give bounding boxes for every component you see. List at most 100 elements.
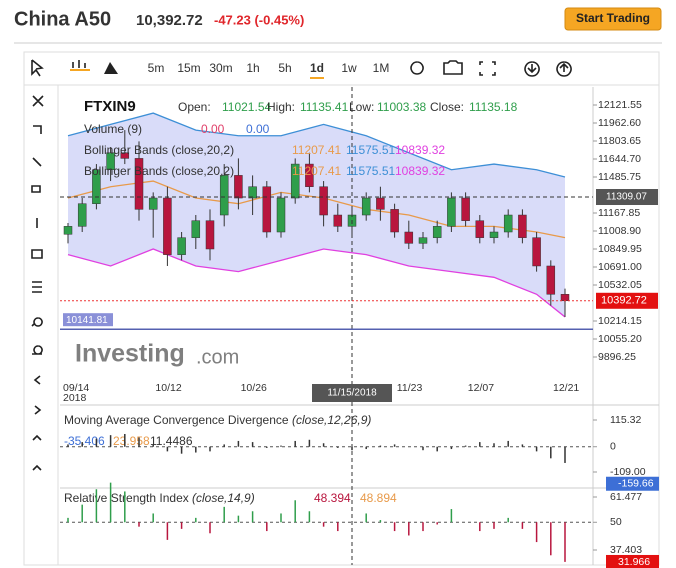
price-tick: 11644.70 — [598, 153, 641, 165]
interval[interactable]: 30m — [209, 61, 232, 75]
rsi-params: (close,14,9) — [192, 491, 255, 505]
candle-body — [447, 197, 456, 227]
rsi-tick: 50 — [610, 516, 622, 528]
candle-body — [319, 186, 328, 216]
date-tick: 10/26 — [241, 382, 267, 394]
chart-frame — [23, 51, 660, 566]
candle-body — [390, 209, 399, 233]
price-tick: 10214.15 — [598, 315, 642, 327]
macd-last-badge — [606, 476, 659, 491]
candle-body — [418, 237, 428, 244]
settings-camera-icons[interactable] — [410, 60, 463, 75]
interval[interactable]: 1M — [373, 61, 390, 75]
last-price-badge — [596, 292, 658, 309]
candle-icon-bars[interactable] — [72, 60, 86, 68]
drawing-tools[interactable] — [31, 95, 44, 471]
price-tick: 10532.05 — [598, 279, 642, 291]
bb-value: 10839.32 — [395, 143, 445, 157]
price-tick: 10055.20 — [598, 333, 642, 345]
candle-body — [163, 197, 172, 255]
fullscreen-icon[interactable] — [479, 61, 496, 76]
candle-body — [177, 237, 186, 255]
crosshair-price-badge — [596, 189, 658, 206]
candle-body — [333, 214, 343, 227]
candle-body — [518, 214, 527, 238]
change: -47.23 (-0.45%) — [214, 12, 304, 27]
candle-body — [532, 237, 541, 267]
candle-body — [276, 197, 286, 233]
interval[interactable]: 5m — [148, 61, 165, 75]
ohlc: High: — [267, 100, 295, 114]
candle-body — [148, 197, 158, 210]
ohlc: 11135.41 — [300, 100, 349, 114]
volume-legend: Volume (9) — [84, 122, 142, 136]
date-tick: 12/07 — [468, 382, 494, 394]
candle-body — [489, 231, 499, 238]
macd-params: (close,12,26,9) — [292, 413, 371, 427]
candle-body — [92, 169, 101, 204]
bb-value: 11575.51 — [346, 164, 395, 178]
price-tick: 11485.75 — [598, 171, 641, 183]
rsi-value: 48.894 — [360, 491, 397, 505]
macd-title: Moving Average Convergence Divergence — [64, 413, 289, 427]
candle-body — [546, 265, 556, 295]
candle-body — [234, 175, 243, 199]
volume-value: 0.00 — [246, 122, 270, 136]
rsi-title: Relative Strength Index — [64, 491, 189, 505]
level-label: 10141.81 — [66, 315, 108, 326]
start-trading-label[interactable]: Start Trading — [576, 11, 650, 25]
start-trading[interactable] — [564, 7, 662, 31]
bollinger-fill — [68, 113, 565, 317]
rsi-tick: 37.403 — [610, 544, 642, 556]
watermark-com: .com — [196, 346, 239, 368]
macd-tick: -109.00 — [610, 466, 646, 478]
interval[interactable]: 1h — [246, 61, 259, 75]
date-year: 2018 — [63, 392, 87, 404]
bb-value: 11575.51 — [346, 143, 395, 157]
interval[interactable]: 1d — [310, 61, 324, 75]
area-icon[interactable] — [104, 62, 118, 74]
candle-body — [262, 186, 272, 233]
candle-body — [305, 163, 314, 187]
candle-body — [134, 158, 144, 210]
rsi-last-badge — [606, 554, 659, 568]
interval[interactable]: 15m — [177, 61, 200, 75]
ohlc: Open: — [178, 100, 211, 114]
last-price: 10392.72 — [601, 295, 647, 307]
candle-body — [191, 220, 201, 238]
price-tick: 11167.85 — [598, 207, 640, 219]
ohlc: Low: — [349, 100, 374, 114]
date-tick: 12/21 — [553, 382, 579, 394]
price: 10,392.72 — [136, 12, 203, 29]
candle-body — [503, 214, 513, 233]
bollinger-lower — [67, 248, 566, 318]
candle-body — [63, 226, 73, 235]
watermark: Investing — [75, 340, 185, 368]
candle-body — [461, 197, 470, 221]
candle-body — [77, 203, 87, 227]
ohlc: 11003.38 — [377, 100, 426, 114]
macd-value: -35.406 — [64, 434, 105, 448]
cursor-icon[interactable] — [31, 59, 44, 77]
date-tick: 09/14 — [63, 382, 89, 394]
rsi-value: 48.394 — [314, 491, 351, 505]
interval[interactable]: 5h — [278, 61, 291, 75]
bb-value: 10839.32 — [395, 164, 445, 178]
candle-body — [219, 175, 229, 216]
interval[interactable]: 1w — [341, 61, 357, 75]
macd-value: 11.4486 — [150, 434, 193, 448]
date-tick: 11/23 — [397, 382, 423, 394]
bb-legend: Bollinger Bands (close,20,2) — [84, 164, 234, 178]
candle-body — [120, 152, 130, 159]
macd-value: 23.958 — [113, 434, 150, 448]
ohlc: 11135.18 — [469, 100, 518, 114]
candle-body — [404, 231, 414, 244]
symbol: FTXIN9 — [84, 98, 136, 115]
macd-tick: 0 — [610, 441, 616, 453]
bollinger-upper — [67, 112, 566, 178]
crosshair-date-badge — [312, 384, 392, 402]
save-load-icons[interactable] — [524, 61, 572, 77]
date-tick: 10/12 — [155, 382, 181, 394]
candle-body — [290, 163, 300, 199]
price-tick: 11008.90 — [598, 225, 641, 237]
